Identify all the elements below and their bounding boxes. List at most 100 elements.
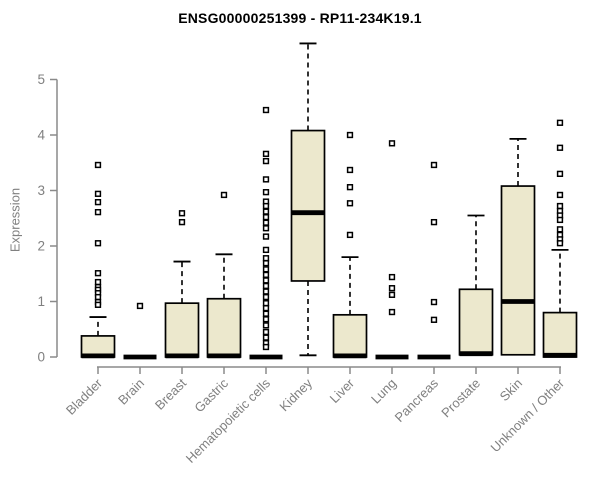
- x-tick-label: Kidney: [276, 375, 315, 414]
- iqr-box: [458, 288, 494, 356]
- outlier-point: [262, 157, 270, 165]
- outlier-point: [262, 316, 270, 323]
- box-bladder: [80, 161, 116, 359]
- outlier-point: [556, 191, 564, 199]
- outlier-point: [346, 166, 354, 174]
- x-tick-label: Skin: [497, 376, 525, 404]
- outlier-point: [388, 308, 396, 316]
- outlier-point: [94, 199, 102, 206]
- x-tick-label: Lung: [368, 376, 399, 407]
- iqr-box: [290, 129, 326, 282]
- box-unknown-other: [542, 119, 578, 358]
- outlier-point: [262, 189, 270, 196]
- outlier-point: [556, 144, 564, 151]
- x-tick-label: Unknown / Other: [488, 375, 568, 455]
- outlier-point: [262, 260, 270, 267]
- iqr-box: [542, 311, 578, 358]
- outlier-point: [556, 216, 564, 224]
- outlier-point: [556, 170, 564, 177]
- outlier-point: [262, 219, 270, 226]
- outlier-point: [388, 140, 396, 147]
- iqr-box: [500, 185, 536, 356]
- y-tick-label: 1: [37, 294, 45, 309]
- outlier-point: [262, 271, 270, 279]
- box-prostate: [458, 214, 494, 357]
- x-tick-label: Bladder: [63, 375, 106, 418]
- outlier-point: [262, 246, 270, 254]
- box-skin: [500, 137, 536, 356]
- outlier-point: [262, 343, 270, 351]
- outlier-point: [430, 161, 438, 169]
- outlier-point: [262, 202, 270, 210]
- outlier-point: [262, 322, 270, 329]
- x-tick-label: Breast: [152, 375, 189, 412]
- iqr-box: [332, 313, 368, 358]
- outlier-point: [94, 270, 102, 277]
- y-tick-label: 2: [37, 239, 45, 254]
- outlier-point: [262, 334, 270, 341]
- outlier-point: [262, 255, 270, 262]
- outlier-point: [262, 310, 270, 317]
- y-tick-label: 5: [37, 72, 45, 87]
- outlier-point: [430, 316, 438, 323]
- outlier-point: [346, 231, 354, 239]
- iqr-box: [206, 297, 242, 358]
- outlier-point: [94, 301, 102, 308]
- outlier-point: [136, 302, 144, 310]
- x-tick-label: Prostate: [438, 376, 483, 421]
- outlier-point: [346, 184, 354, 191]
- outlier-point: [262, 225, 270, 232]
- outlier-point: [556, 202, 564, 210]
- outlier-point: [262, 150, 270, 158]
- outlier-point: [388, 285, 396, 292]
- outlier-point: [262, 282, 270, 290]
- outlier-point: [556, 226, 564, 233]
- outlier-point: [262, 293, 270, 301]
- y-tick-label: 0: [37, 350, 45, 365]
- outlier-point: [178, 210, 186, 217]
- outlier-point: [262, 305, 270, 312]
- outlier-point: [262, 233, 270, 240]
- box-brain: [123, 302, 157, 360]
- box-breast: [164, 210, 200, 359]
- outlier-point: [262, 300, 270, 307]
- box-kidney: [290, 42, 326, 357]
- outlier-point: [94, 208, 102, 216]
- outlier-point: [262, 288, 270, 295]
- box-liver: [332, 131, 368, 359]
- chart-title: ENSG00000251399 - RP11-234K19.1: [178, 10, 422, 26]
- outlier-point: [556, 240, 564, 247]
- outlier-point: [262, 266, 270, 273]
- outlier-point: [262, 213, 270, 221]
- box-hematopoietic-cells: [249, 106, 283, 360]
- x-tick-label: Gastric: [191, 375, 231, 415]
- outlier-point: [556, 119, 564, 126]
- iqr-box: [164, 302, 200, 358]
- outlier-point: [178, 218, 186, 226]
- box-lung: [375, 140, 409, 360]
- outlier-point: [388, 291, 396, 298]
- outlier-point: [430, 218, 438, 226]
- outlier-point: [346, 131, 354, 139]
- x-tick-label: Pancreas: [392, 375, 442, 425]
- outlier-point: [94, 190, 102, 197]
- outlier-point: [94, 161, 102, 169]
- y-tick-label: 4: [37, 128, 45, 143]
- box-gastric: [206, 191, 242, 359]
- outlier-point: [262, 277, 270, 284]
- outlier-point: [94, 240, 102, 247]
- outlier-point: [262, 176, 270, 183]
- x-tick-label: Liver: [327, 375, 358, 406]
- outlier-point: [262, 106, 270, 114]
- outlier-point: [346, 200, 354, 207]
- outlier-point: [94, 293, 102, 301]
- y-tick-label: 3: [37, 183, 45, 198]
- outlier-point: [94, 278, 102, 286]
- outlier-point: [430, 298, 438, 306]
- outlier-point: [262, 208, 270, 215]
- outlier-point: [388, 273, 396, 281]
- outlier-point: [220, 191, 228, 199]
- x-tick-label: Brain: [115, 376, 147, 408]
